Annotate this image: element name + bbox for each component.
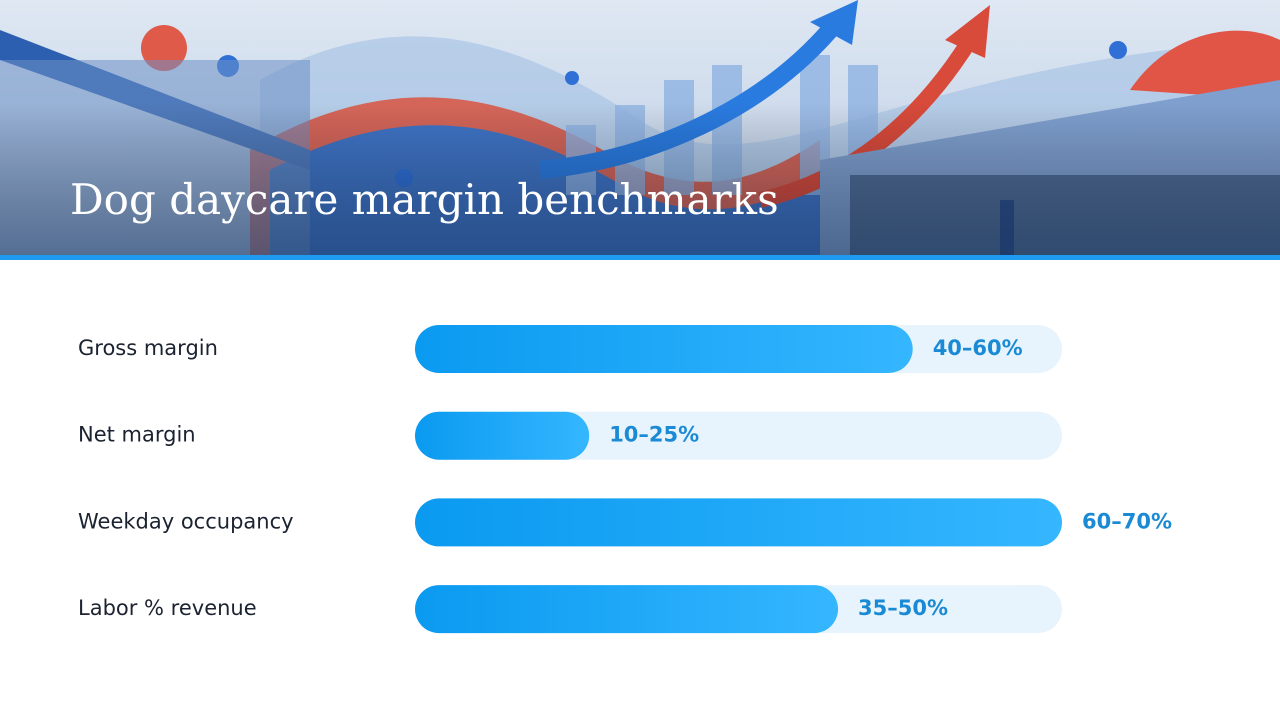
bar [415, 411, 590, 460]
category-label: Weekday occupancy [78, 509, 294, 533]
plot-area: Gross margin 40–60% Net margin 10–25% Weekda… [78, 325, 1172, 634]
header-illustration [0, 0, 1280, 260]
chart-title: Dog daycare margin benchmarks [70, 175, 779, 224]
value-label: 60–70% [1082, 509, 1172, 533]
value-label: 10–25% [609, 423, 699, 447]
bar [415, 585, 839, 634]
category-label: Gross margin [78, 336, 218, 360]
category-label: Labor % revenue [78, 596, 257, 620]
category-label: Net margin [78, 423, 196, 447]
value-label: 35–50% [858, 596, 948, 620]
bar [415, 498, 1062, 547]
value-label: 40–60% [933, 336, 1023, 360]
bar [415, 325, 913, 373]
